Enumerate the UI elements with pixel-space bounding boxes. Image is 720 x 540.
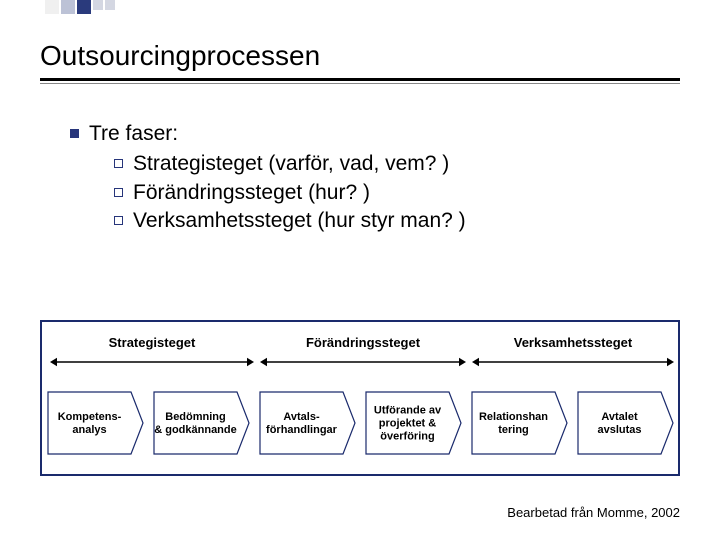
arrow-head-icon [667,358,674,366]
corner-decor [45,0,115,14]
sub-bullet-text: Förändringssteget (hur? ) [133,179,370,207]
page-title: Outsourcingprocessen [40,40,680,72]
title-rule-thick [40,78,680,81]
process-step-box [578,392,673,454]
phase-label: Strategisteget [109,335,196,350]
process-step-box [260,392,355,454]
bullet-hollow-icon [114,159,123,168]
arrow-head-icon [247,358,254,366]
process-step-label: Avtals- [283,411,320,423]
arrow-head-icon [472,358,479,366]
process-step-label: överföring [380,431,434,443]
phase-label: Förändringssteget [306,335,421,350]
decor-square [93,0,103,10]
sub-bullet-row: Förändringssteget (hur? ) [114,179,680,207]
process-step-label: & godkännande [154,424,237,436]
process-step-box [154,392,249,454]
decor-square [105,0,115,10]
bullet-hollow-icon [114,216,123,225]
process-step-label: tering [498,424,529,436]
process-step-label: Avtalet [601,411,638,423]
source-credit: Bearbetad från Momme, 2002 [507,505,680,520]
process-diagram: Strategisteget Förändringssteget Verksamhe… [40,320,680,476]
process-step-label: Relationshan [479,411,548,423]
title-rule-thin [40,83,680,84]
bullet-hollow-icon [114,188,123,197]
process-step-label: förhandlingar [266,424,338,436]
arrow-head-icon [459,358,466,366]
sub-bullet-text: Verksamhetssteget (hur styr man? ) [133,207,466,235]
process-step-box [48,392,143,454]
main-bullet-text: Tre faser: [89,120,680,148]
decor-square [61,0,75,14]
body-text-block: Tre faser: Strategisteget (varför, vad, … [40,120,680,235]
process-step-label: projektet & [379,418,437,430]
phase-label: Verksamhetssteget [514,335,633,350]
decor-square [77,0,91,14]
sub-bullet-text: Strategisteget (varför, vad, vem? ) [133,150,449,178]
sub-bullet-row: Strategisteget (varför, vad, vem? ) [114,150,680,178]
decor-square [45,0,59,14]
bullet-filled-icon [70,129,79,138]
sub-bullet-row: Verksamhetssteget (hur styr man? ) [114,207,680,235]
arrow-head-icon [260,358,267,366]
arrow-head-icon [50,358,57,366]
process-step-label: Utförande av [374,405,442,417]
process-step-label: Bedömning [165,411,226,423]
process-step-label: Kompetens- [58,411,122,423]
process-step-label: avslutas [597,424,641,436]
process-step-label: analys [72,424,106,436]
process-step-box [472,392,567,454]
